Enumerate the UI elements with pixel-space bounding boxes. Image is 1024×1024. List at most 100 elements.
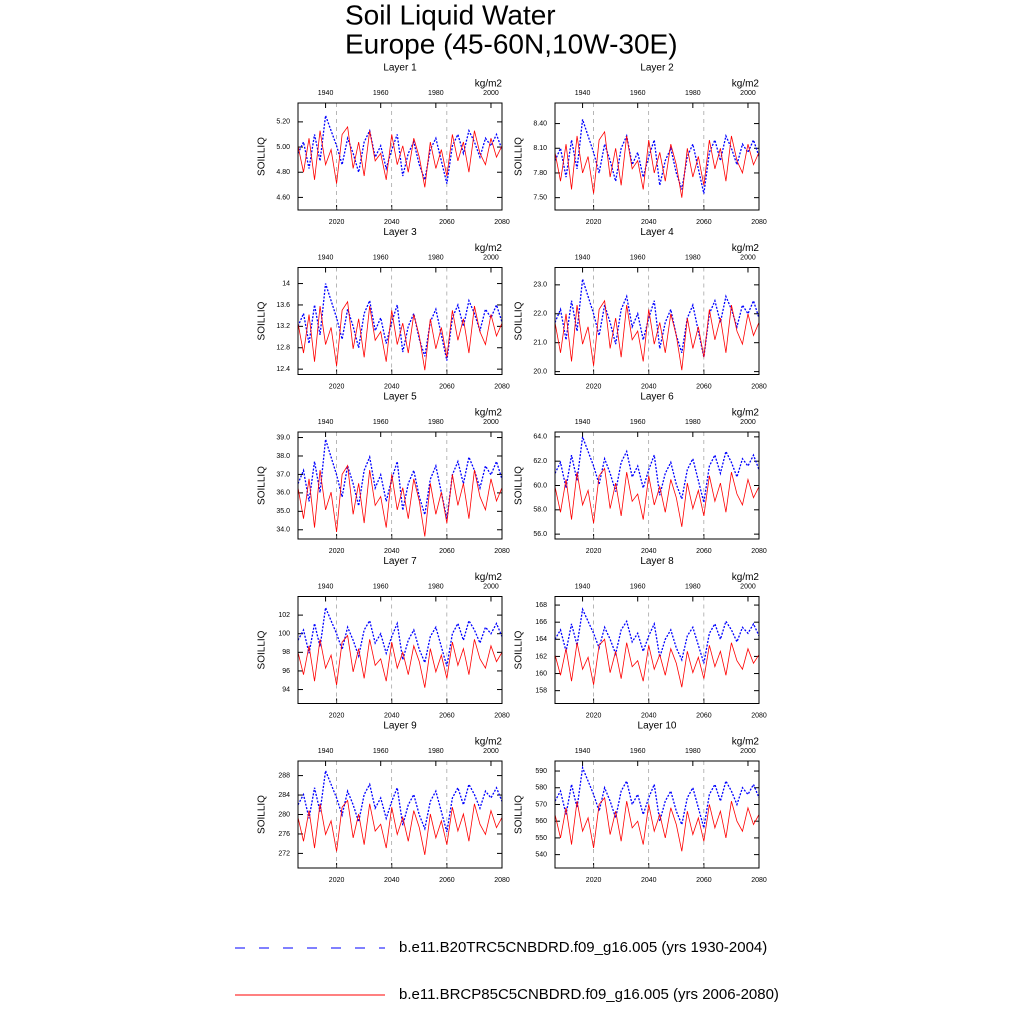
y-tick-label: 56.0 — [533, 531, 547, 538]
y-tick-label: 288 — [278, 772, 290, 779]
x-tick-label: 2080 — [751, 383, 767, 390]
plot-frame — [297, 267, 503, 375]
y-axis-label: SOILLIQ — [257, 137, 268, 176]
y-axis-label: SOILLIQ — [257, 630, 268, 669]
x-tick-label: 2080 — [494, 877, 510, 884]
panel-title: Layer 1 — [383, 63, 417, 74]
series-line — [554, 130, 760, 198]
plot-frame — [297, 760, 503, 869]
x2-tick-label: 1980 — [685, 748, 701, 755]
series-line — [554, 299, 760, 371]
x2-tick-label: 1960 — [373, 90, 389, 97]
y-tick-label: 62.0 — [533, 458, 547, 465]
x2-tick-label: 2000 — [483, 254, 499, 261]
units-label: kg/m2 — [732, 79, 760, 90]
x-tick-label: 2020 — [329, 877, 345, 884]
y-tick-label: 570 — [535, 801, 547, 808]
y-tick-label: 14 — [282, 280, 290, 287]
x2-tick-label: 1960 — [373, 254, 389, 261]
series-line — [297, 799, 503, 855]
x-tick-label: 2080 — [494, 548, 510, 555]
x-tick-label: 2080 — [751, 712, 767, 719]
x2-tick-label: 1960 — [630, 748, 646, 755]
panel-title: Layer 8 — [640, 556, 674, 567]
units-label: kg/m2 — [732, 243, 760, 254]
series-line — [297, 283, 503, 361]
x-tick-label: 2060 — [439, 383, 455, 390]
x2-tick-label: 1980 — [685, 419, 701, 426]
series-line — [554, 467, 760, 527]
x2-tick-label: 1940 — [318, 583, 334, 590]
x-tick-label: 2040 — [641, 548, 657, 555]
x-tick-label: 2040 — [641, 877, 657, 884]
y-tick-label: 35.0 — [276, 508, 290, 515]
x2-tick-label: 1940 — [575, 748, 591, 755]
x-tick-label: 2060 — [696, 712, 712, 719]
units-label: kg/m2 — [475, 572, 503, 583]
units-label: kg/m2 — [475, 408, 503, 419]
x-tick-label: 2020 — [586, 383, 602, 390]
series-line — [554, 765, 760, 829]
x2-tick-label: 2000 — [483, 90, 499, 97]
y-tick-label: 12.4 — [276, 366, 290, 373]
y-axis-label: SOILLIQ — [514, 630, 525, 669]
y-tick-label: 100 — [278, 631, 290, 638]
x2-tick-label: 1940 — [575, 90, 591, 97]
x-tick-label: 2060 — [696, 383, 712, 390]
y-axis-label: SOILLIQ — [257, 795, 268, 834]
x2-tick-label: 2000 — [740, 419, 756, 426]
y-tick-label: 4.60 — [276, 194, 290, 201]
x-tick-label: 2040 — [384, 219, 400, 226]
x-tick-label: 2060 — [696, 219, 712, 226]
x-tick-label: 2040 — [384, 548, 400, 555]
y-tick-label: 96 — [282, 668, 290, 675]
x2-tick-label: 2000 — [740, 90, 756, 97]
x2-tick-label: 1980 — [428, 419, 444, 426]
y-tick-label: 272 — [278, 850, 290, 857]
x2-tick-label: 1980 — [685, 254, 701, 261]
series-line — [297, 300, 503, 371]
x2-tick-label: 1980 — [685, 583, 701, 590]
x-tick-label: 2060 — [696, 548, 712, 555]
units-label: kg/m2 — [732, 408, 760, 419]
plot-frame — [554, 596, 760, 704]
y-tick-label: 7.50 — [533, 194, 547, 201]
plot-frame — [554, 102, 760, 211]
y-tick-label: 12.8 — [276, 345, 290, 352]
x-tick-label: 2020 — [586, 219, 602, 226]
y-tick-label: 20.0 — [533, 368, 547, 375]
y-tick-label: 60.0 — [533, 482, 547, 489]
y-tick-label: 560 — [535, 818, 547, 825]
x-tick-label: 2040 — [384, 877, 400, 884]
y-tick-label: 21.0 — [533, 340, 547, 347]
x2-tick-label: 2000 — [483, 583, 499, 590]
y-axis-label: SOILLIQ — [514, 795, 525, 834]
x2-tick-label: 1980 — [685, 90, 701, 97]
y-tick-label: 160 — [535, 670, 547, 677]
units-label: kg/m2 — [475, 79, 503, 90]
y-tick-label: 36.0 — [276, 490, 290, 497]
x2-tick-label: 1940 — [575, 583, 591, 590]
x2-tick-label: 1980 — [428, 90, 444, 97]
y-tick-label: 276 — [278, 831, 290, 838]
legend-label: b.e11.BRCP85C5CNBDRD.f09_g16.005 (yrs 20… — [399, 986, 779, 1003]
y-tick-label: 550 — [535, 835, 547, 842]
x-tick-label: 2080 — [751, 548, 767, 555]
x2-tick-label: 2000 — [483, 419, 499, 426]
x2-tick-label: 1940 — [318, 748, 334, 755]
x2-tick-label: 1960 — [630, 90, 646, 97]
y-tick-label: 13.2 — [276, 323, 290, 330]
panel-title: Layer 6 — [640, 392, 674, 403]
x-tick-label: 2020 — [586, 877, 602, 884]
x2-tick-label: 2000 — [740, 583, 756, 590]
series-line — [554, 796, 760, 852]
y-tick-label: 168 — [535, 602, 547, 609]
x2-tick-label: 1980 — [428, 583, 444, 590]
y-tick-label: 23.0 — [533, 282, 547, 289]
x-tick-label: 2080 — [751, 877, 767, 884]
panel-title: Layer 5 — [383, 392, 417, 403]
y-tick-label: 37.0 — [276, 471, 290, 478]
x-tick-label: 2040 — [641, 712, 657, 719]
plot-frame — [297, 596, 503, 704]
